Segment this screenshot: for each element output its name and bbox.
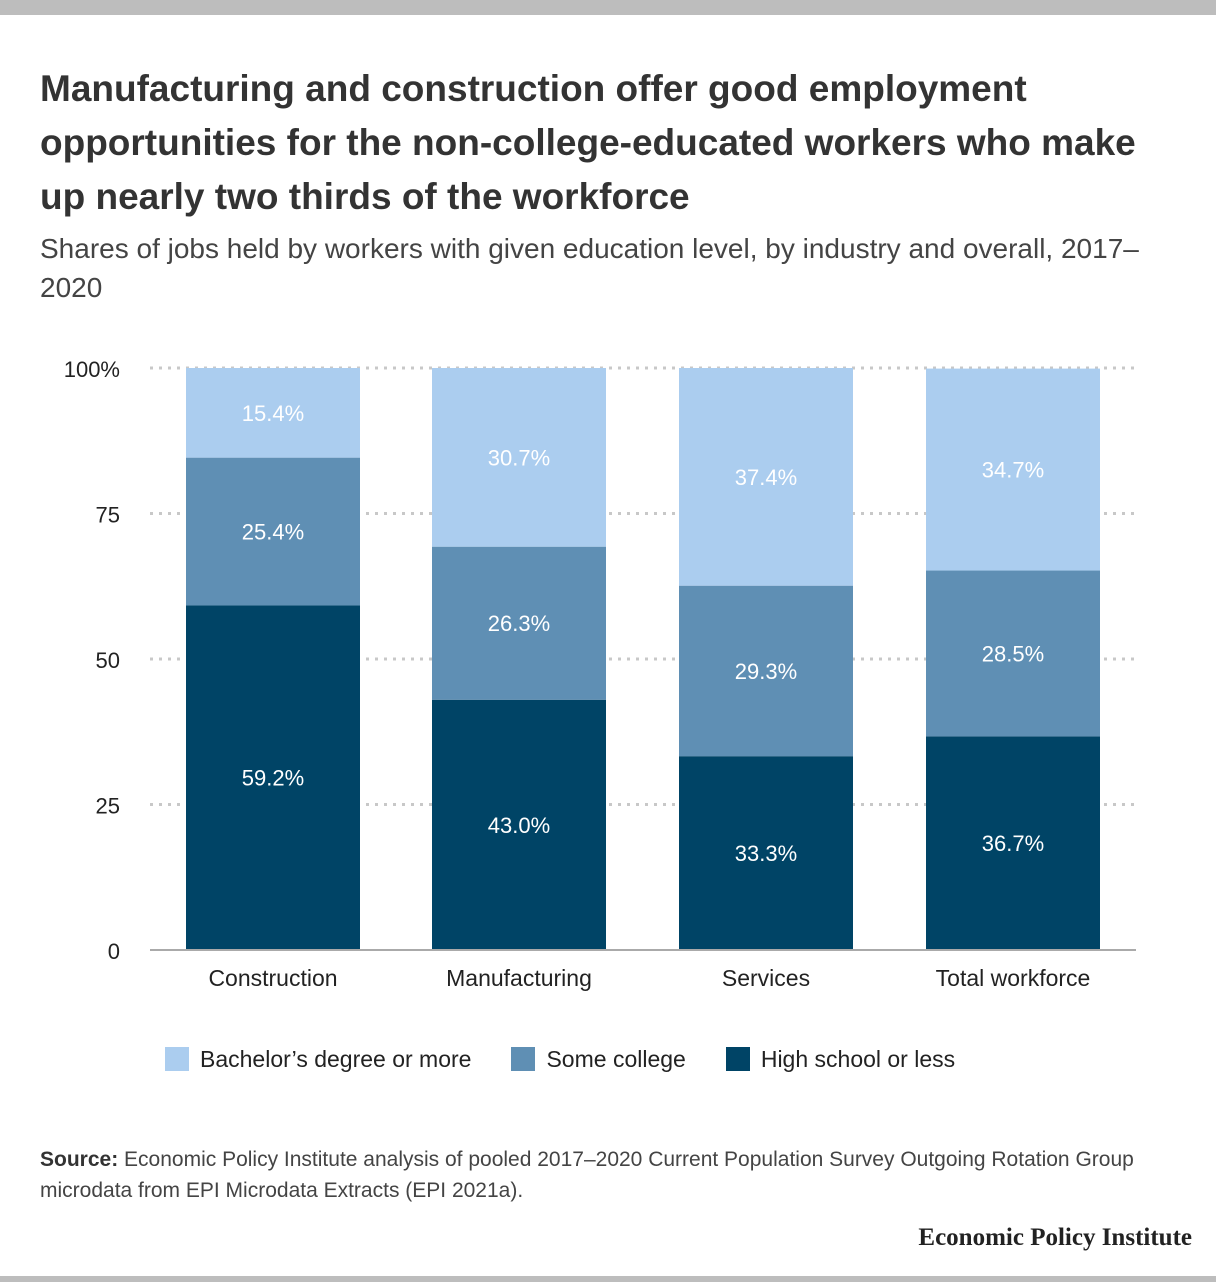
chart-title: Manufacturing and construction offer goo… — [40, 68, 1136, 217]
bar-segment-some-college — [679, 585, 853, 757]
data-label: 30.7% — [488, 445, 550, 470]
bar-segment-high-school — [432, 699, 606, 950]
bar-segment-high-school — [186, 605, 360, 950]
bar-segment-high-school — [679, 756, 853, 950]
bar-segment-bachelors — [679, 368, 853, 586]
legend-swatch-some-college — [511, 1047, 536, 1071]
legend-label-high-school: High school or less — [760, 1045, 956, 1072]
data-label: 36.7% — [982, 831, 1044, 856]
y-tick-label: 0 — [108, 939, 120, 964]
x-tick-label: Services — [722, 965, 810, 991]
bar-segment-bachelors — [186, 368, 360, 458]
x-tick-label: Construction — [208, 965, 337, 991]
legend-item-bachelors: Bachelor’s degree or more — [165, 1046, 471, 1073]
stacked-bar-chart: 0 25 50 75 100% 59.2% 25.4% 15.4% Construction 43… — [64, 357, 1136, 991]
source-note: Source: Economic Policy Institute analys… — [40, 1144, 1190, 1206]
data-label: 28.5% — [982, 641, 1044, 666]
bar-segment-high-school — [926, 736, 1100, 950]
bar-segment-bachelors — [926, 368, 1100, 571]
epi-logo-text: Economic Policy Institute — [918, 1224, 1192, 1251]
source-label: Source: — [40, 1148, 119, 1171]
data-label: 43.0% — [488, 813, 550, 838]
chart-subtitle: Shares of jobs held by workers with give… — [40, 233, 1139, 303]
data-label: 37.4% — [735, 465, 797, 490]
chart-legend: Bachelor’s degree or more Some college H… — [165, 1044, 995, 1074]
top-border — [0, 0, 1216, 15]
data-label: 25.4% — [242, 520, 304, 545]
bottom-border — [0, 1276, 1216, 1282]
y-tick-label: 100% — [64, 357, 120, 382]
bar-segment-bachelors — [432, 368, 606, 547]
data-label: 29.3% — [735, 659, 797, 684]
y-tick-label: 25 — [96, 794, 120, 819]
legend-label-some-college: Some college — [546, 1045, 686, 1072]
data-label: 34.7% — [982, 458, 1044, 483]
legend-swatch-bachelors — [165, 1047, 189, 1071]
data-label: 26.3% — [488, 611, 550, 636]
x-tick-label: Total workforce — [936, 965, 1091, 991]
source-text: Economic Policy Institute analysis of po… — [40, 1148, 1134, 1202]
data-label: 59.2% — [242, 766, 304, 791]
legend-item-some-college: Some college — [511, 1045, 686, 1073]
bar-segment-some-college — [186, 457, 360, 606]
x-tick-label: Manufacturing — [446, 965, 592, 991]
y-tick-label: 75 — [96, 503, 120, 528]
legend-swatch-high-school — [725, 1047, 750, 1071]
legend-label-bachelors: Bachelor’s degree or more — [200, 1045, 472, 1072]
bar-segment-some-college — [926, 570, 1100, 737]
y-tick-label: 50 — [96, 648, 120, 673]
bar-segment-some-college — [432, 546, 606, 700]
data-label: 15.4% — [242, 401, 304, 426]
data-label: 33.3% — [735, 841, 797, 866]
legend-item-high-school: High school or less — [725, 1045, 956, 1073]
